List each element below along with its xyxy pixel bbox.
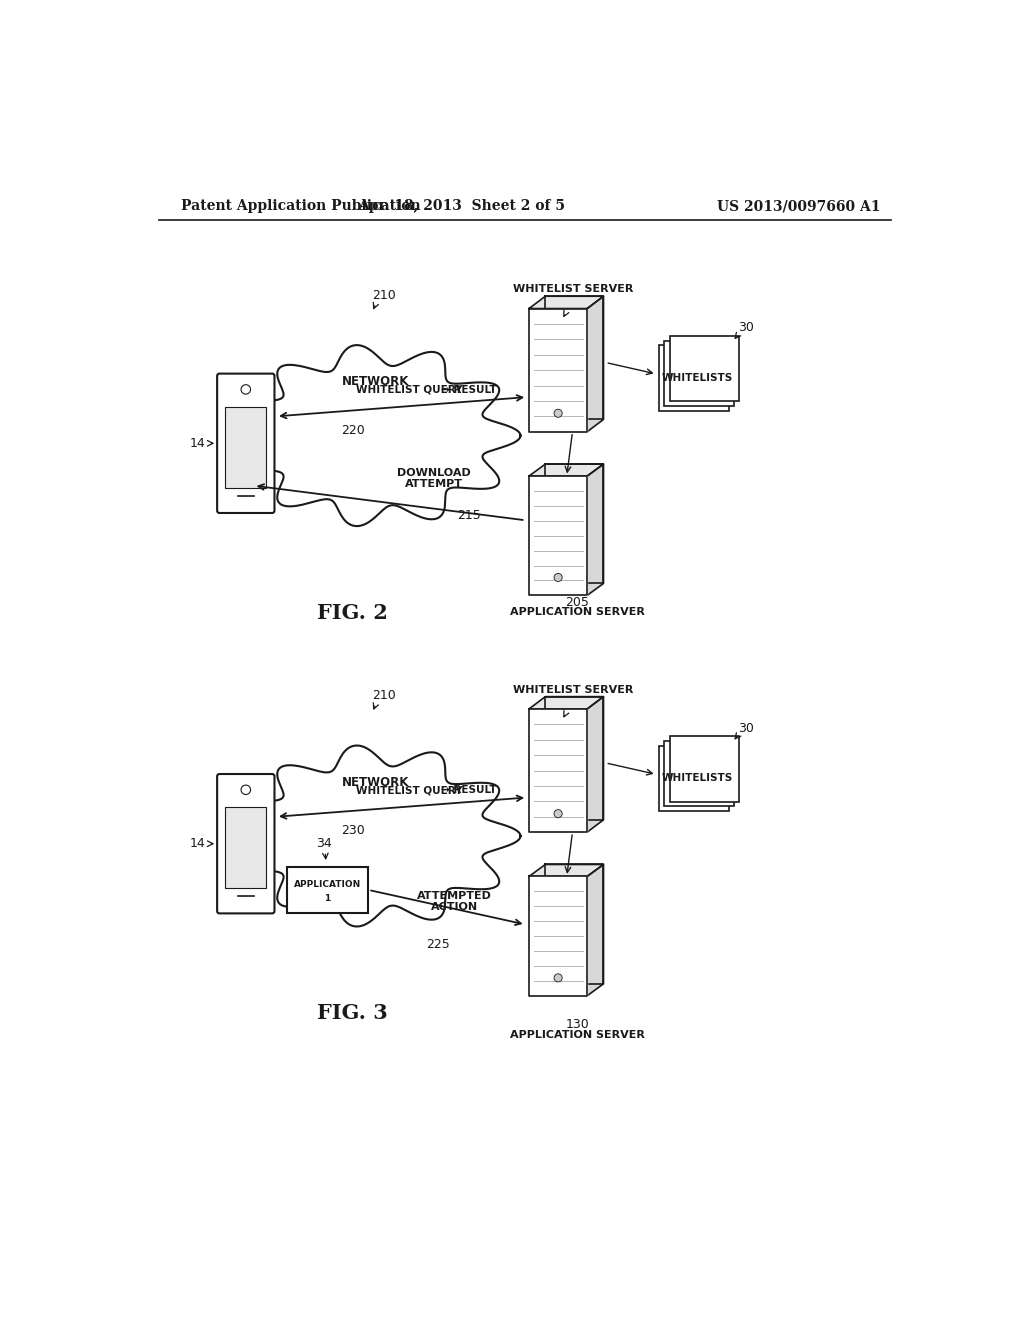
FancyBboxPatch shape [658,345,729,411]
Text: ATTEMPTED: ATTEMPTED [417,891,493,900]
Text: → RESULT: → RESULT [440,385,497,395]
Text: 17: 17 [558,701,573,714]
Polygon shape [529,465,603,477]
Polygon shape [529,296,603,309]
Text: Apr. 18, 2013  Sheet 2 of 5: Apr. 18, 2013 Sheet 2 of 5 [357,199,565,213]
FancyBboxPatch shape [670,737,739,801]
Text: WHITELIST SERVER: WHITELIST SERVER [513,284,634,294]
Text: WHITELISTS: WHITELISTS [662,774,732,783]
Polygon shape [529,876,587,995]
Polygon shape [587,865,603,995]
Text: → RESULT: → RESULT [440,785,497,795]
Polygon shape [237,345,520,527]
Text: 210: 210 [372,689,395,702]
Text: US 2013/0097660 A1: US 2013/0097660 A1 [717,199,881,213]
Circle shape [554,573,562,582]
Circle shape [241,384,251,395]
Text: WHITELISTS: WHITELISTS [662,372,732,383]
Polygon shape [587,465,603,595]
Text: WHITELIST QUERY: WHITELIST QUERY [356,785,463,795]
FancyBboxPatch shape [665,341,734,407]
FancyBboxPatch shape [665,741,734,807]
Polygon shape [529,477,587,595]
Text: 34: 34 [315,837,332,850]
Text: 17: 17 [558,301,573,314]
Polygon shape [546,465,603,583]
Text: 14: 14 [189,437,206,450]
Circle shape [554,409,562,417]
Text: 1: 1 [325,894,331,903]
Text: ACTION: ACTION [431,903,478,912]
Text: Patent Application Publication: Patent Application Publication [180,199,420,213]
Text: FIG. 3: FIG. 3 [317,1003,388,1023]
Circle shape [554,974,562,982]
Text: DOWNLOAD: DOWNLOAD [397,467,471,478]
Circle shape [554,809,562,817]
Text: NETWORK: NETWORK [342,375,410,388]
FancyBboxPatch shape [287,867,369,913]
FancyBboxPatch shape [217,774,274,913]
Text: APPLICATION SERVER: APPLICATION SERVER [510,607,645,618]
Polygon shape [587,697,603,832]
Text: APPLICATION: APPLICATION [294,880,361,888]
Text: WHITELIST SERVER: WHITELIST SERVER [513,685,634,694]
Polygon shape [529,709,587,832]
Text: 30: 30 [738,321,755,334]
Text: 225: 225 [426,939,450,950]
Text: 220: 220 [341,424,365,437]
Text: WHITELIST QUERY: WHITELIST QUERY [356,385,463,395]
Polygon shape [529,697,603,709]
FancyBboxPatch shape [217,374,274,513]
Text: NETWORK: NETWORK [342,776,410,788]
Polygon shape [529,309,587,432]
Text: ATTEMPT: ATTEMPT [406,479,463,490]
Polygon shape [587,296,603,432]
Polygon shape [546,697,603,820]
Text: APPLICATION SERVER: APPLICATION SERVER [510,1030,645,1040]
FancyBboxPatch shape [670,335,739,401]
Text: FIG. 2: FIG. 2 [317,603,388,623]
FancyBboxPatch shape [658,746,729,810]
Text: 215: 215 [457,508,481,521]
Text: 14: 14 [189,837,206,850]
Polygon shape [546,865,603,983]
Text: 30: 30 [738,722,755,735]
FancyBboxPatch shape [225,808,266,888]
Text: 230: 230 [341,825,365,837]
Text: 205: 205 [565,595,590,609]
FancyBboxPatch shape [225,407,266,488]
Polygon shape [546,296,603,420]
Text: 210: 210 [372,289,395,302]
Text: 130: 130 [565,1019,590,1031]
Circle shape [241,785,251,795]
Polygon shape [529,865,603,876]
Polygon shape [237,746,520,927]
